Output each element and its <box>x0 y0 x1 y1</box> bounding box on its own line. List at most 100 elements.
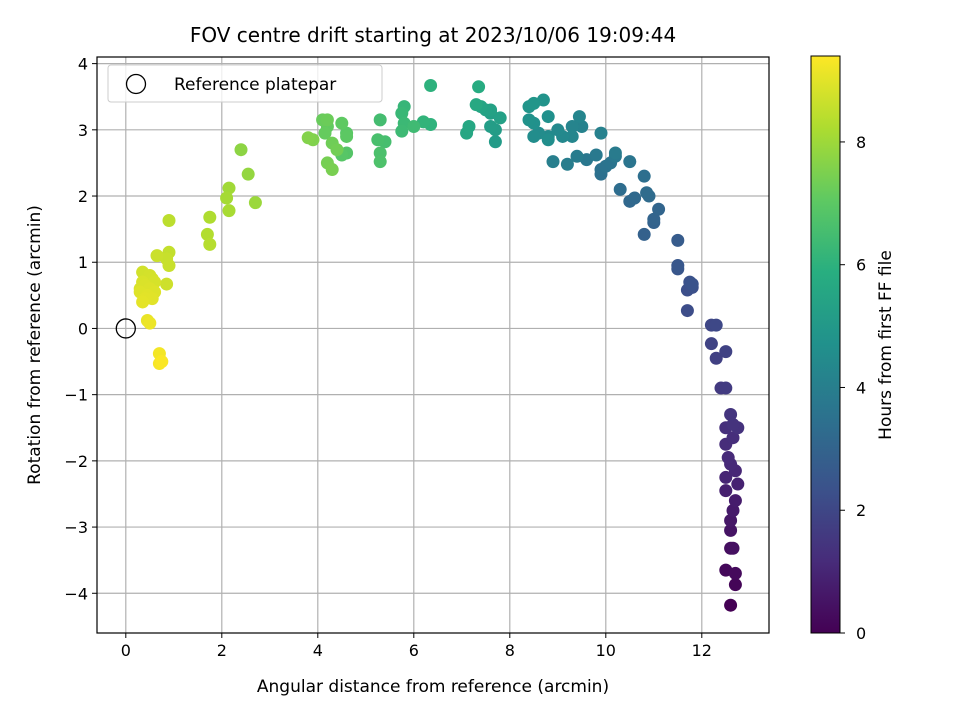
data-point <box>647 212 661 226</box>
data-point <box>726 417 740 431</box>
data-point <box>373 155 387 169</box>
y-tick-label: −3 <box>64 518 88 537</box>
data-point <box>222 181 236 195</box>
data-point <box>608 146 622 160</box>
x-tick-label: 2 <box>217 641 227 660</box>
data-point <box>527 129 541 143</box>
data-point <box>522 113 536 127</box>
colorbar-tick-label: 4 <box>856 378 866 397</box>
data-point <box>728 494 742 508</box>
data-point <box>721 451 735 465</box>
data-point <box>220 191 234 205</box>
data-point <box>709 351 723 365</box>
data-point <box>546 155 560 169</box>
chart-title: FOV centre drift starting at 2023/10/06 … <box>190 23 676 47</box>
data-point <box>160 277 174 291</box>
y-tick-label: −2 <box>64 452 88 471</box>
y-tick-label: 3 <box>78 121 88 140</box>
data-point <box>551 123 565 137</box>
x-tick-label: 8 <box>505 641 515 660</box>
y-tick-label: 2 <box>78 187 88 206</box>
data-point <box>685 277 699 291</box>
y-tick-label: 0 <box>78 319 88 338</box>
data-point <box>162 259 176 273</box>
data-point <box>373 113 387 127</box>
colorbar-ticks: 0 2 4 6 8 <box>840 133 866 643</box>
y-tick-label: −1 <box>64 386 88 405</box>
plot-frame <box>96 56 770 634</box>
data-point <box>726 541 740 555</box>
data-point <box>222 204 236 218</box>
data-point <box>301 131 315 145</box>
data-point <box>724 523 738 537</box>
x-axis-label: Angular distance from reference (arcmin) <box>257 677 609 697</box>
data-points <box>133 78 745 612</box>
data-point <box>560 157 574 171</box>
data-point <box>719 470 733 484</box>
data-point <box>484 120 498 134</box>
data-point <box>318 126 332 140</box>
data-point <box>719 381 733 395</box>
colorbar-tick-label: 0 <box>856 624 866 643</box>
data-point <box>719 345 733 359</box>
data-point <box>248 196 262 210</box>
colorbar-tick-label: 8 <box>856 133 866 152</box>
data-point <box>613 182 627 196</box>
data-point <box>640 186 654 200</box>
data-point <box>371 133 385 147</box>
data-point <box>320 113 334 127</box>
legend-label: Reference platepar <box>174 75 336 95</box>
data-point <box>330 143 344 157</box>
data-point <box>719 484 733 498</box>
data-point <box>724 598 738 612</box>
colorbar-tick-label: 2 <box>856 501 866 520</box>
x-axis-ticks: 0 2 4 6 8 10 12 <box>121 633 712 660</box>
data-point <box>671 233 685 247</box>
grid-lines <box>97 57 769 633</box>
x-tick-label: 4 <box>313 641 323 660</box>
data-point <box>472 80 486 94</box>
data-point <box>203 210 217 224</box>
data-point <box>594 126 608 140</box>
data-point <box>728 578 742 592</box>
data-point <box>325 163 339 177</box>
data-point <box>143 316 157 330</box>
y-tick-label: −4 <box>64 584 88 603</box>
data-point <box>462 120 476 134</box>
data-point <box>671 259 685 273</box>
data-point <box>709 318 723 332</box>
y-tick-label: 1 <box>78 253 88 272</box>
data-point <box>541 110 555 124</box>
data-point <box>589 148 603 162</box>
data-point <box>200 227 214 241</box>
data-point <box>541 133 555 147</box>
data-point <box>572 110 586 124</box>
legend-box <box>107 64 383 103</box>
data-point <box>335 116 349 130</box>
data-point <box>731 477 745 491</box>
data-point <box>488 135 502 149</box>
legend-marker-icon <box>125 73 147 95</box>
data-point <box>136 295 150 309</box>
data-point <box>628 191 642 205</box>
data-point <box>493 111 507 125</box>
y-axis-ticks: −4 −3 −2 −1 0 1 2 3 4 <box>64 55 97 603</box>
data-point <box>623 155 637 169</box>
data-point <box>203 237 217 251</box>
data-point <box>680 304 694 318</box>
data-point <box>575 120 589 134</box>
data-point <box>637 227 651 241</box>
data-point <box>704 337 718 351</box>
data-point <box>565 129 579 143</box>
reference-point-marker <box>115 318 136 339</box>
x-tick-label: 12 <box>692 641 712 660</box>
x-tick-label: 10 <box>596 641 616 660</box>
x-tick-label: 0 <box>121 641 131 660</box>
data-point <box>728 566 742 580</box>
data-point <box>724 513 738 527</box>
data-point <box>469 98 483 112</box>
colorbar-tick-label: 6 <box>856 256 866 275</box>
data-point <box>395 106 409 120</box>
data-point <box>340 129 354 143</box>
data-point <box>726 431 740 445</box>
